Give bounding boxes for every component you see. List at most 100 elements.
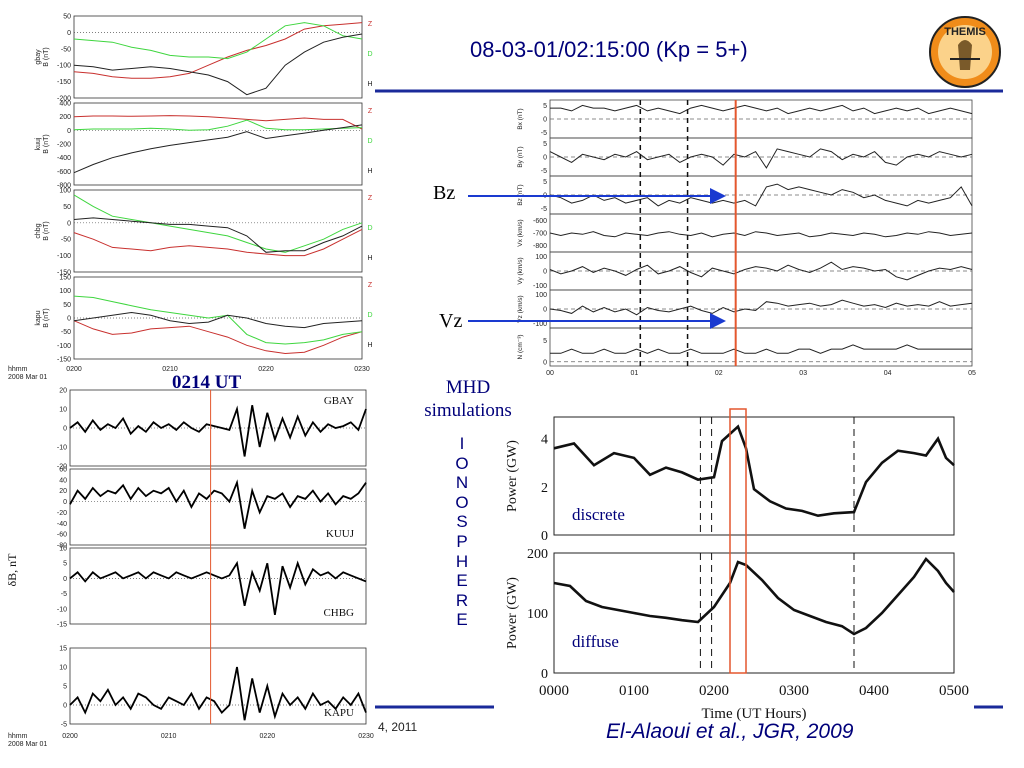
y-tick-label: -20: [57, 510, 67, 517]
ut-label: 0214 UT: [172, 372, 242, 393]
y-tick-label: 10: [59, 546, 67, 553]
y-tick-label: 0: [543, 269, 547, 276]
series-line-d: [73, 119, 363, 131]
ionosphere-letter: R: [455, 590, 469, 610]
sw-series-line: [549, 148, 973, 169]
sw-series-line: [550, 344, 972, 354]
station-axis-label: kapuB (nT): [35, 308, 50, 327]
y-tick-label: 0: [543, 359, 547, 366]
y-tick-label: -100: [57, 253, 71, 260]
y-axis-label: By (nT): [517, 146, 524, 167]
component-label-d: D: [367, 51, 372, 58]
footer-date-fragment: 4, 2011: [378, 720, 418, 734]
y-tick-label: 400: [59, 101, 71, 108]
y-tick-label: -150: [57, 270, 71, 277]
ionosphere-letter: E: [456, 610, 468, 630]
station-axis-label: kuujB (nT): [35, 134, 50, 153]
y-tick-label: 200: [527, 547, 548, 562]
y-tick-label: -10: [57, 606, 67, 613]
x-axis-label-row: 2008 Mar 01: [8, 374, 47, 381]
db-panel-frame: [69, 547, 367, 625]
y-tick-label: 0: [541, 529, 548, 544]
y-tick-label: 2: [541, 481, 548, 496]
component-label-h: H: [367, 255, 372, 262]
station-axis-label-line: kapu: [35, 310, 42, 325]
station-axis-label: gbayB (nT): [35, 47, 50, 66]
x-axis-label: Time (UT Hours): [701, 706, 806, 722]
logo-text: THEMIS: [944, 26, 986, 38]
y-tick-label: -100: [57, 63, 71, 70]
solar-wind-chart: 50-5Bx (nT)50-5By (nT)50-5Bz (nT)-600-70…: [517, 99, 976, 377]
component-label-z: Z: [368, 21, 373, 28]
y-axis-label: Vx (km/s): [517, 219, 524, 246]
mag-panel-frame: [73, 189, 363, 273]
y-tick-label: 150: [59, 275, 71, 282]
x-axis-label-row: hhmm: [8, 366, 28, 373]
y-tick-label: 100: [59, 188, 71, 195]
station-axis-label-line: gbay: [35, 49, 42, 65]
x-tick-label: 0200: [699, 683, 729, 699]
bz-arrow-label: Bz: [433, 182, 456, 204]
y-tick-label: 15: [59, 646, 67, 653]
y-tick-label: 0: [67, 316, 71, 323]
x-tick-label: 00: [546, 370, 554, 377]
y-tick-label: 0: [67, 220, 71, 227]
y-tick-label: 0: [63, 576, 67, 583]
x-axis-label-row: 2008 Mar 01: [8, 741, 47, 748]
y-axis-label: Power (GW): [505, 440, 520, 512]
y-tick-label: 50: [63, 14, 71, 21]
x-tick-label: 0210: [161, 733, 177, 740]
station-axis-label-line: kuuj: [35, 137, 42, 150]
ionosphere-letter: O: [455, 453, 469, 473]
y-tick-label: -60: [57, 532, 67, 539]
series-line-h: [73, 217, 363, 253]
series-line-d: [73, 194, 363, 253]
y-tick-label: 4: [541, 433, 548, 448]
y-tick-label: 0: [63, 703, 67, 710]
y-tick-label: -50: [61, 329, 71, 336]
component-label-d: D: [367, 312, 372, 319]
ionosphere-letter: H: [455, 551, 469, 571]
station-series-line: [69, 560, 367, 616]
y-tick-label: 0: [543, 307, 547, 314]
component-label-h: H: [367, 342, 372, 349]
y-tick-label: -150: [57, 79, 71, 86]
y-tick-label: -40: [57, 521, 67, 528]
power-panel-label: discrete: [572, 505, 625, 524]
ionosphere-letter: I: [459, 434, 465, 453]
y-tick-label: 0: [543, 155, 547, 162]
y-tick-label: 10: [59, 407, 67, 414]
delta-b-chart: 20 10 0 -10 -20 GBAY 60 40 20 0 -20 -40 -60 -80 KUUJ 10…: [5, 388, 374, 749]
y-tick-label: -200: [57, 142, 71, 149]
page-title: 08-03-01/02:15:00 (Kp = 5+): [470, 37, 748, 62]
y-tick-label: -20: [57, 464, 67, 471]
x-tick-label: 0230: [358, 733, 374, 740]
station-axis-label-line: chbg: [35, 223, 42, 238]
sw-series-line: [549, 183, 973, 207]
mhd-line2: simulations: [424, 400, 512, 421]
y-axis-label: Power (GW): [505, 577, 520, 649]
y-tick-label: 0: [67, 30, 71, 37]
x-tick-label: 0000: [539, 683, 569, 699]
y-tick-label: 100: [535, 254, 547, 261]
citation: El-Alaoui et al., JGR, 2009: [606, 720, 854, 743]
y-tick-label: 0: [67, 128, 71, 135]
y-tick-label: 0: [63, 426, 67, 433]
y-tick-label: -15: [57, 622, 67, 629]
power-series-line: [553, 556, 955, 636]
y-tick-label: -5: [61, 722, 67, 729]
ionosphere-letter: E: [456, 571, 468, 591]
station-series-line: [69, 479, 367, 529]
y-tick-label: -800: [533, 243, 547, 250]
x-tick-label: 05: [968, 370, 976, 377]
component-label-z: Z: [368, 195, 373, 202]
component-label-z: Z: [368, 282, 373, 289]
station-label: GBAY: [324, 395, 354, 407]
y-tick-label: -50: [61, 46, 71, 53]
y-tick-label: -5: [541, 130, 547, 137]
power-series-line: [553, 424, 955, 518]
y-axis-label: δB, nT: [5, 553, 19, 587]
station-label: CHBG: [323, 607, 354, 619]
y-tick-label: -100: [533, 283, 547, 290]
